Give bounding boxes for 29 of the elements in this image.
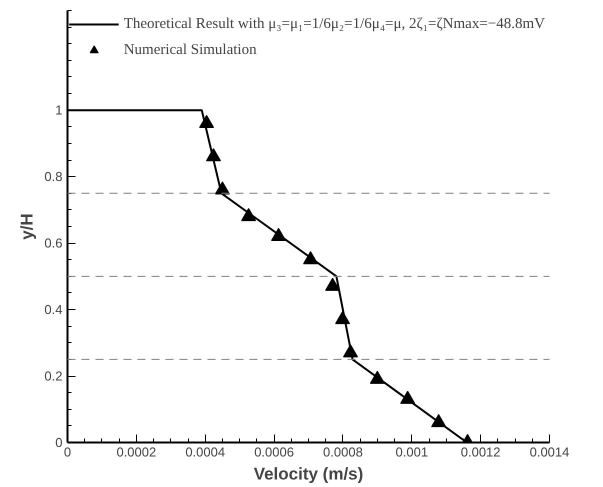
x-tick-label: 0.0006	[254, 444, 294, 460]
legend-label: Numerical Simulation	[124, 42, 257, 58]
x-tick-label: 0.0004	[185, 444, 226, 460]
legend-label: Theoretical Result with μ₃=μ₁=1/6μ₂=1/6μ₄=μ, 2ζ₁=ζNmax=−48.8mV	[124, 16, 545, 32]
y-tick-label: 0.2	[44, 368, 63, 384]
point	[335, 310, 350, 324]
y-axis-title: y/H	[17, 213, 36, 240]
y-tick-label: 0.4	[44, 302, 63, 318]
y-tick-label: 0.6	[44, 236, 63, 251]
x-tick-label: 0.0014	[530, 444, 570, 460]
x-tick-label: 0.001	[396, 444, 428, 460]
point	[271, 228, 286, 242]
point	[370, 370, 385, 384]
point	[214, 181, 230, 194]
x-tick-label: 0.0002	[116, 444, 156, 460]
y-tick-label: 1	[55, 102, 63, 118]
x-tick-label: 0.0008	[323, 444, 363, 460]
point	[199, 114, 214, 128]
point	[343, 344, 358, 358]
y-tick-label: 0	[55, 435, 63, 450]
point	[241, 208, 256, 222]
y-tick-label: 0.8	[44, 169, 63, 184]
x-tick-label: 0.0012	[460, 444, 501, 460]
point	[400, 390, 416, 404]
point	[303, 251, 318, 264]
point	[206, 148, 221, 162]
point	[325, 278, 340, 291]
x-axis-title: Velocity (m/s)	[254, 464, 364, 484]
point	[431, 414, 446, 428]
